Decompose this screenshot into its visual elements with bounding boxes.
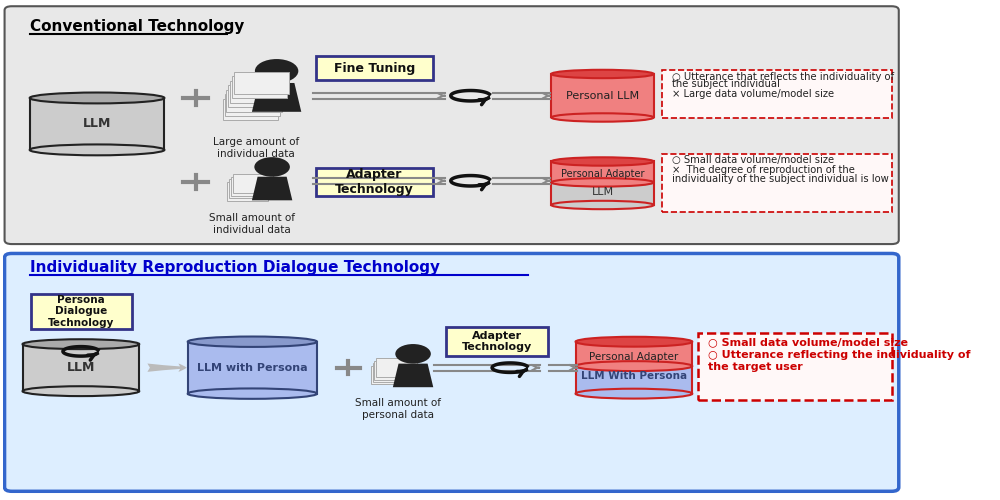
Ellipse shape — [576, 361, 692, 371]
FancyBboxPatch shape — [231, 177, 271, 196]
Text: Persona
Dialogue
Technology: Persona Dialogue Technology — [48, 294, 114, 328]
FancyBboxPatch shape — [576, 342, 692, 366]
Text: Large amount of
individual data: Large amount of individual data — [213, 138, 299, 159]
Polygon shape — [393, 364, 433, 387]
Text: Adapter
Technology: Adapter Technology — [335, 168, 414, 196]
FancyBboxPatch shape — [233, 174, 273, 193]
FancyBboxPatch shape — [31, 294, 132, 328]
Text: LLM: LLM — [83, 118, 111, 130]
FancyBboxPatch shape — [234, 72, 289, 94]
FancyBboxPatch shape — [551, 162, 654, 182]
Text: ○ Utterance reflecting the individuality of: ○ Utterance reflecting the individuality… — [708, 350, 971, 360]
Text: Personal Adapter: Personal Adapter — [561, 170, 644, 179]
FancyBboxPatch shape — [227, 182, 268, 201]
Text: ○ Utterance that reflects the individuality of: ○ Utterance that reflects the individual… — [672, 72, 894, 82]
FancyBboxPatch shape — [23, 344, 139, 391]
Text: the target user: the target user — [708, 362, 803, 372]
FancyBboxPatch shape — [576, 366, 692, 394]
Ellipse shape — [551, 178, 654, 186]
FancyBboxPatch shape — [30, 98, 164, 150]
Circle shape — [254, 157, 290, 176]
Text: LLM with Persona: LLM with Persona — [197, 362, 308, 372]
FancyBboxPatch shape — [373, 363, 413, 382]
FancyBboxPatch shape — [5, 254, 899, 492]
FancyBboxPatch shape — [662, 70, 892, 118]
FancyBboxPatch shape — [316, 168, 433, 196]
Ellipse shape — [576, 388, 692, 398]
Ellipse shape — [576, 337, 692, 346]
Text: individuality of the subject individual is low: individuality of the subject individual … — [672, 174, 888, 184]
FancyBboxPatch shape — [225, 94, 280, 116]
Ellipse shape — [188, 336, 317, 347]
Text: Personal Adapter: Personal Adapter — [589, 352, 679, 362]
FancyBboxPatch shape — [188, 342, 317, 394]
FancyBboxPatch shape — [223, 98, 278, 120]
FancyBboxPatch shape — [316, 56, 433, 80]
FancyBboxPatch shape — [698, 333, 892, 400]
Circle shape — [395, 344, 431, 364]
Text: the subject individual: the subject individual — [672, 80, 780, 90]
Polygon shape — [252, 83, 301, 112]
Ellipse shape — [551, 70, 654, 78]
FancyBboxPatch shape — [551, 182, 654, 205]
FancyBboxPatch shape — [230, 81, 286, 102]
FancyBboxPatch shape — [226, 90, 282, 112]
FancyBboxPatch shape — [232, 76, 287, 98]
Circle shape — [255, 59, 298, 83]
Ellipse shape — [188, 388, 317, 399]
Ellipse shape — [551, 114, 654, 122]
FancyBboxPatch shape — [662, 154, 892, 212]
Ellipse shape — [23, 339, 139, 349]
Text: Fine Tuning: Fine Tuning — [334, 62, 415, 74]
FancyBboxPatch shape — [228, 86, 284, 107]
Text: LLM: LLM — [67, 361, 95, 374]
Text: ×  The degree of reproduction of the: × The degree of reproduction of the — [672, 165, 855, 175]
Polygon shape — [252, 176, 292, 201]
FancyBboxPatch shape — [229, 180, 269, 198]
Text: ○ Small data volume/model size: ○ Small data volume/model size — [672, 156, 834, 166]
FancyBboxPatch shape — [5, 6, 899, 244]
Text: Small amount of
individual data: Small amount of individual data — [209, 214, 295, 235]
Text: Individuality Reproduction Dialogue Technology: Individuality Reproduction Dialogue Tech… — [30, 260, 440, 275]
Text: LLM With Persona: LLM With Persona — [581, 371, 687, 381]
Text: Personal LLM: Personal LLM — [566, 90, 639, 101]
Text: ○ Small data volume/model size: ○ Small data volume/model size — [708, 337, 908, 347]
Ellipse shape — [551, 158, 654, 166]
FancyBboxPatch shape — [446, 327, 548, 356]
Text: Small amount of
personal data: Small amount of personal data — [355, 398, 441, 420]
FancyBboxPatch shape — [374, 361, 415, 380]
FancyBboxPatch shape — [371, 366, 411, 384]
FancyBboxPatch shape — [376, 358, 417, 377]
Ellipse shape — [551, 201, 654, 209]
Text: × Large data volume/model size: × Large data volume/model size — [672, 88, 834, 99]
Ellipse shape — [23, 386, 139, 396]
Ellipse shape — [30, 92, 164, 104]
Text: LLM: LLM — [591, 187, 614, 197]
FancyBboxPatch shape — [551, 74, 654, 118]
Text: Conventional Technology: Conventional Technology — [30, 20, 244, 34]
Ellipse shape — [30, 144, 164, 156]
Text: Adapter
Technology: Adapter Technology — [461, 330, 532, 352]
